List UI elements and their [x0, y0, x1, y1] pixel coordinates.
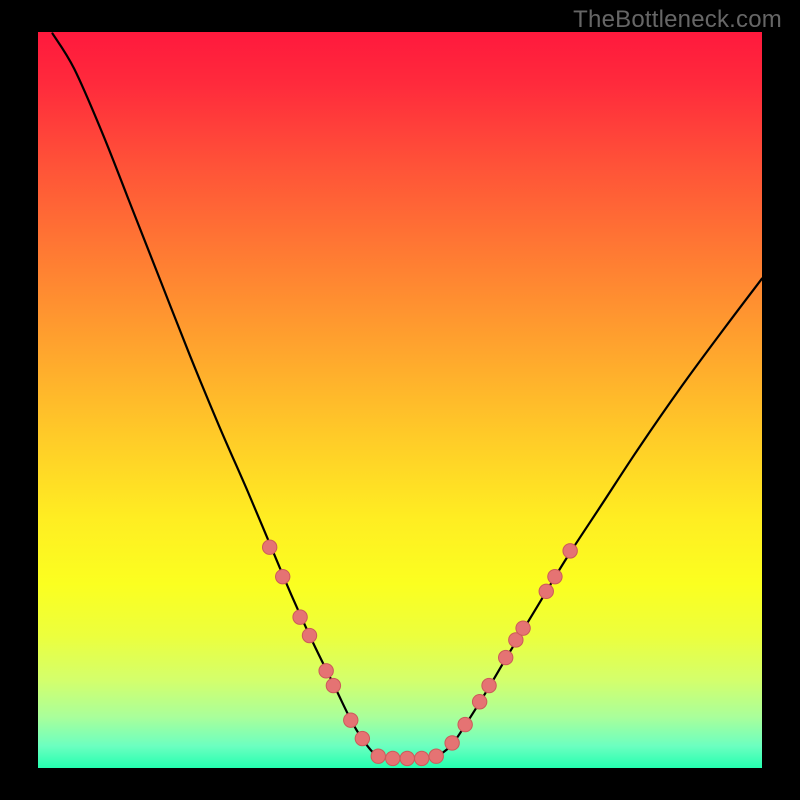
curve-marker [386, 751, 400, 765]
curve-marker [445, 736, 459, 750]
curve-marker [482, 678, 496, 692]
curve-marker [302, 628, 316, 642]
curve-marker [539, 584, 553, 598]
marker-group [262, 540, 577, 766]
curve-marker [548, 569, 562, 583]
curve-marker [429, 749, 443, 763]
curve-marker [499, 650, 513, 664]
curve-marker [293, 610, 307, 624]
curve-marker [516, 621, 530, 635]
curve-marker [415, 751, 429, 765]
curve-marker [371, 749, 385, 763]
curve-marker [276, 569, 290, 583]
plot-area [38, 32, 762, 768]
curve-marker [472, 695, 486, 709]
curve-layer [38, 32, 762, 768]
curve-marker [344, 713, 358, 727]
watermark-text: TheBottleneck.com [573, 6, 782, 34]
curve-marker [326, 678, 340, 692]
curve-marker [400, 751, 414, 765]
curve-marker [319, 664, 333, 678]
bottleneck-curve [52, 33, 762, 758]
curve-marker [262, 540, 276, 554]
curve-marker [563, 544, 577, 558]
curve-marker [355, 731, 369, 745]
curve-marker [458, 717, 472, 731]
outer-frame: TheBottleneck.com [0, 0, 800, 800]
